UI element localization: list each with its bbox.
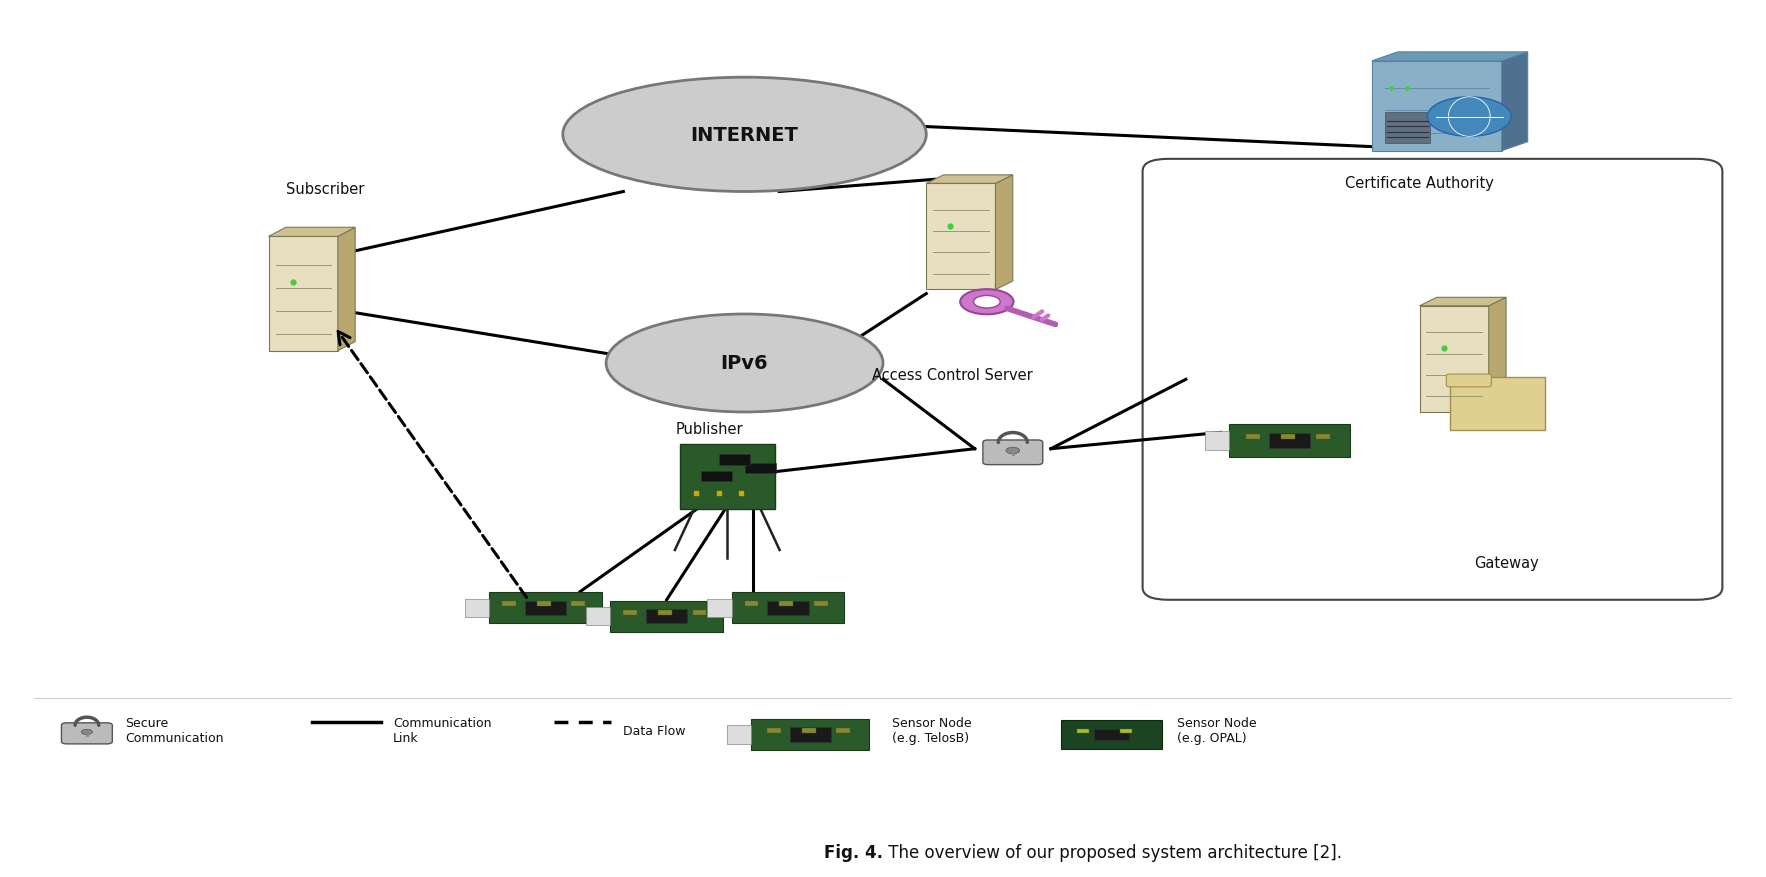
Bar: [1270, 434, 1310, 448]
Bar: [1061, 720, 1162, 749]
Text: Access Control Server: Access Control Server: [872, 367, 1033, 382]
Bar: [789, 727, 832, 742]
Polygon shape: [996, 175, 1014, 290]
FancyBboxPatch shape: [984, 440, 1042, 465]
Bar: [752, 719, 869, 750]
Text: INTERNET: INTERNET: [691, 125, 798, 145]
Text: Communication
Link: Communication Link: [394, 717, 491, 745]
Text: Subscriber: Subscriber: [286, 182, 364, 196]
Polygon shape: [337, 228, 355, 352]
Bar: [611, 601, 722, 632]
Bar: [659, 610, 671, 615]
Circle shape: [1427, 97, 1512, 137]
Bar: [537, 602, 551, 607]
Bar: [745, 463, 775, 474]
Circle shape: [81, 730, 92, 735]
Text: Sensor Node
(e.g. OPAL): Sensor Node (e.g. OPAL): [1178, 717, 1257, 745]
Polygon shape: [268, 228, 355, 237]
Bar: [1247, 434, 1261, 439]
Text: IPv6: IPv6: [721, 354, 768, 373]
Ellipse shape: [563, 78, 925, 192]
Circle shape: [1007, 448, 1019, 454]
Bar: [489, 593, 602, 624]
Bar: [1280, 434, 1294, 439]
Bar: [802, 728, 816, 733]
Bar: [1385, 113, 1430, 145]
Bar: [525, 601, 567, 616]
Bar: [1120, 729, 1132, 733]
Bar: [692, 610, 706, 615]
Bar: [766, 728, 781, 733]
Polygon shape: [1420, 298, 1506, 306]
Bar: [1316, 434, 1330, 439]
Bar: [837, 728, 849, 733]
Bar: [680, 445, 775, 510]
Bar: [925, 184, 996, 290]
Ellipse shape: [606, 315, 883, 412]
Bar: [623, 610, 638, 615]
Text: Publisher: Publisher: [676, 422, 743, 437]
Bar: [814, 602, 828, 607]
Bar: [731, 593, 844, 624]
Bar: [728, 725, 752, 744]
Polygon shape: [1489, 298, 1506, 412]
FancyBboxPatch shape: [1446, 374, 1491, 388]
Text: Secure
Communication: Secure Communication: [125, 717, 224, 745]
Text: Gateway: Gateway: [1473, 555, 1538, 570]
Bar: [1204, 431, 1229, 451]
FancyBboxPatch shape: [1143, 160, 1722, 600]
Bar: [745, 602, 758, 607]
Bar: [1095, 729, 1128, 740]
Bar: [1450, 378, 1545, 431]
Bar: [464, 599, 489, 617]
Text: Certificate Authority: Certificate Authority: [1346, 176, 1494, 191]
Text: Sensor Node
(e.g. TelosB): Sensor Node (e.g. TelosB): [892, 717, 971, 745]
Bar: [572, 602, 585, 607]
Bar: [708, 599, 731, 617]
Bar: [586, 607, 611, 625]
Polygon shape: [925, 175, 1014, 184]
Bar: [766, 601, 809, 616]
Circle shape: [961, 289, 1014, 315]
Polygon shape: [1501, 53, 1528, 152]
Bar: [701, 471, 733, 481]
Bar: [1077, 729, 1090, 733]
Text: Fig. 4.: Fig. 4.: [825, 844, 883, 861]
Bar: [1229, 424, 1351, 458]
Text: Data Flow: Data Flow: [623, 724, 685, 737]
Bar: [779, 602, 793, 607]
FancyBboxPatch shape: [62, 723, 113, 744]
Bar: [646, 609, 687, 624]
Circle shape: [973, 296, 1000, 309]
Bar: [1372, 61, 1501, 152]
Bar: [502, 602, 516, 607]
Text: The overview of our proposed system architecture [2].: The overview of our proposed system arch…: [883, 844, 1342, 861]
Bar: [268, 237, 337, 352]
Bar: [719, 455, 751, 466]
Bar: [1420, 306, 1489, 412]
Polygon shape: [1372, 53, 1528, 61]
